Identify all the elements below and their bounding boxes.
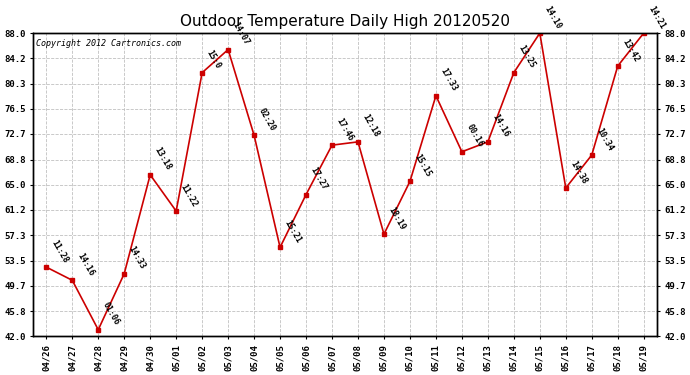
Text: 13:25: 13:25 (517, 44, 537, 70)
Title: Outdoor Temperature Daily High 20120520: Outdoor Temperature Daily High 20120520 (180, 14, 510, 29)
Text: 15:21: 15:21 (283, 218, 303, 244)
Text: 10:34: 10:34 (595, 126, 615, 152)
Text: 12:18: 12:18 (361, 113, 381, 139)
Text: 14:16: 14:16 (75, 251, 95, 278)
Text: 17:46: 17:46 (335, 116, 355, 142)
Text: 14:21: 14:21 (647, 4, 667, 30)
Text: 17:33: 17:33 (439, 67, 459, 93)
Text: 14:33: 14:33 (127, 245, 147, 271)
Text: 15:15: 15:15 (413, 153, 433, 178)
Text: 18:19: 18:19 (386, 205, 407, 231)
Text: 00:16: 00:16 (464, 123, 485, 149)
Text: 17:27: 17:27 (309, 166, 329, 192)
Text: 15:0: 15:0 (205, 48, 223, 70)
Text: 14:16: 14:16 (491, 113, 511, 139)
Text: Copyright 2012 Cartronics.com: Copyright 2012 Cartronics.com (37, 39, 181, 48)
Text: 14:07: 14:07 (231, 21, 251, 47)
Text: 11:28: 11:28 (49, 238, 70, 264)
Text: 14:10: 14:10 (542, 4, 563, 30)
Text: 14:38: 14:38 (569, 159, 589, 185)
Text: 11:22: 11:22 (179, 182, 199, 208)
Text: 13:18: 13:18 (153, 146, 173, 172)
Text: 02:20: 02:20 (257, 106, 277, 132)
Text: 13:42: 13:42 (620, 37, 641, 63)
Text: 01:06: 01:06 (101, 301, 121, 327)
